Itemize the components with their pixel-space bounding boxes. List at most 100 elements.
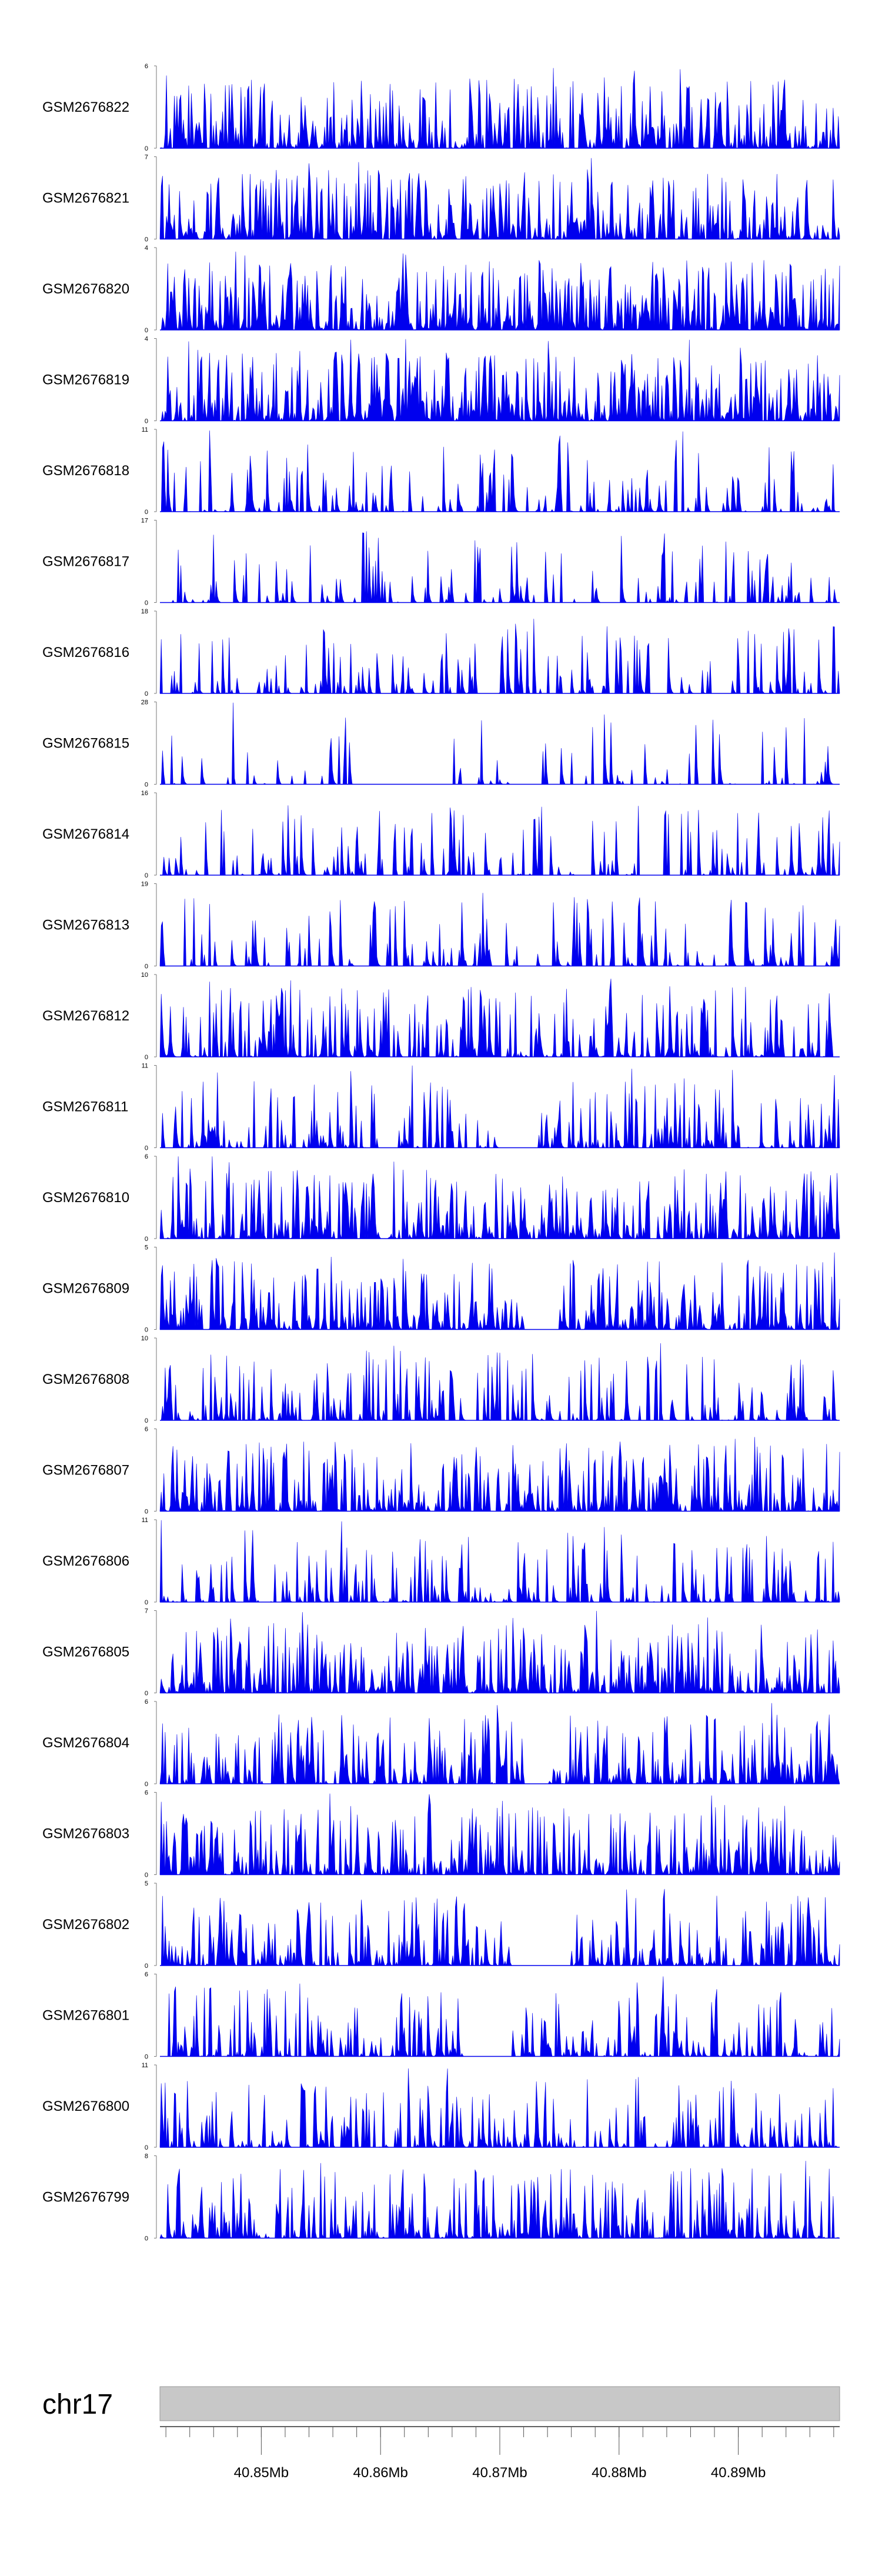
y-min-label: 0 [145,600,148,607]
y-max-label: 6 [145,1426,148,1433]
y-max-label: 8 [145,2153,148,2160]
signal-area [159,619,840,694]
y-max-label: 6 [145,1790,148,1797]
track-label: GSM2676820 [42,281,129,297]
track-label: GSM2676812 [42,1008,129,1024]
y-max-label: 17 [141,518,148,525]
y-min-label: 0 [145,1509,148,1516]
track-label: GSM2676799 [42,2190,129,2205]
y-min-label: 0 [145,327,148,334]
track-label: GSM2676807 [42,1463,129,1479]
genome-axis-tick-label: 40.85Mb [234,2465,289,2481]
track-label: GSM2676802 [42,1917,129,1933]
track-label: GSM2676808 [42,1372,129,1387]
y-min-label: 0 [145,145,148,152]
y-min-label: 0 [145,1054,148,1061]
signal-area [160,531,840,603]
signal-area [159,1793,840,1876]
y-max-label: 19 [141,881,148,888]
y-max-label: 7 [145,154,148,161]
track-label: GSM2676816 [42,645,129,660]
track-label: GSM2676806 [42,1553,129,1569]
track-label: GSM2676800 [42,2098,129,2114]
signal-area [160,1343,840,1422]
y-max-label: 4 [145,245,148,252]
y-max-label: 18 [141,608,148,615]
genome-axis-tick-label: 40.86Mb [353,2465,407,2481]
y-min-label: 0 [145,2235,148,2243]
signal-area [160,805,840,876]
y-min-label: 0 [145,2144,148,2151]
y-max-label: 11 [142,1063,148,1070]
y-max-label: 6 [145,1971,148,1978]
y-max-label: 6 [145,1699,148,1706]
signal-area [160,430,840,513]
y-max-label: 6 [145,1153,148,1160]
signal-area [159,68,840,149]
track-label: GSM2676811 [42,1099,128,1115]
y-max-label: 5 [145,1244,148,1252]
y-max-label: 10 [141,1335,148,1342]
track-label: GSM2676814 [42,826,129,842]
signal-area [159,158,840,240]
track-label: GSM2676818 [42,463,129,479]
y-max-label: 16 [141,790,148,797]
chromosome-label: chr17 [42,2389,113,2420]
y-min-label: 0 [145,872,148,879]
genome-axis-tick-label: 40.87Mb [472,2465,527,2481]
y-min-label: 0 [145,1963,148,1970]
y-max-label: 5 [145,1880,148,1887]
y-min-label: 0 [145,418,148,425]
track-label: GSM2676822 [42,99,129,115]
y-max-label: 7 [145,1608,148,1615]
y-min-label: 0 [145,1599,148,1606]
signal-area [160,1065,840,1149]
signal-area [160,1888,840,1967]
y-min-label: 0 [145,963,148,970]
track-label: GSM2676819 [42,372,129,388]
y-min-label: 0 [145,1690,148,1697]
signal-area [160,702,840,785]
signal-area [159,1610,840,1694]
track-label: GSM2676805 [42,1644,129,1660]
y-max-label: 11 [142,426,148,433]
y-max-label: 28 [141,699,148,706]
y-min-label: 0 [145,1872,148,1879]
track-label: GSM2676801 [42,2008,129,2024]
track-label: GSM2676804 [42,1735,129,1751]
signal-area [159,1252,840,1330]
track-label: GSM2676821 [42,191,129,206]
y-min-label: 0 [145,509,148,516]
signal-area [159,979,840,1058]
signal-area [159,1703,840,1784]
signal-area [160,1976,840,2057]
track-label: GSM2676813 [42,917,129,933]
y-max-label: 10 [141,972,148,979]
track-label: GSM2676815 [42,736,129,752]
y-max-label: 6 [145,63,148,70]
signal-area [159,1437,840,1512]
y-min-label: 0 [145,1781,148,1788]
signal-area [159,2068,840,2148]
y-min-label: 0 [145,1236,148,1243]
chromosome-ideogram [159,2386,840,2421]
genome-axis-tick-label: 40.89Mb [711,2465,766,2481]
y-min-label: 0 [145,1417,148,1424]
signal-area [159,2161,840,2239]
y-max-label: 11 [142,2062,148,2069]
signal-area [159,1520,840,1603]
y-min-label: 0 [145,2054,148,2061]
signal-area [160,251,840,331]
y-min-label: 0 [145,1327,148,1334]
y-min-label: 0 [145,690,148,698]
signal-area [159,893,840,967]
signal-area [160,339,840,422]
genome-axis-tick-label: 40.88Mb [592,2465,646,2481]
y-min-label: 0 [145,782,148,789]
y-min-label: 0 [145,236,148,243]
y-max-label: 11 [142,1517,148,1524]
track-label: GSM2676803 [42,1826,129,1842]
y-max-label: 4 [145,336,148,343]
track-label: GSM2676809 [42,1281,129,1297]
